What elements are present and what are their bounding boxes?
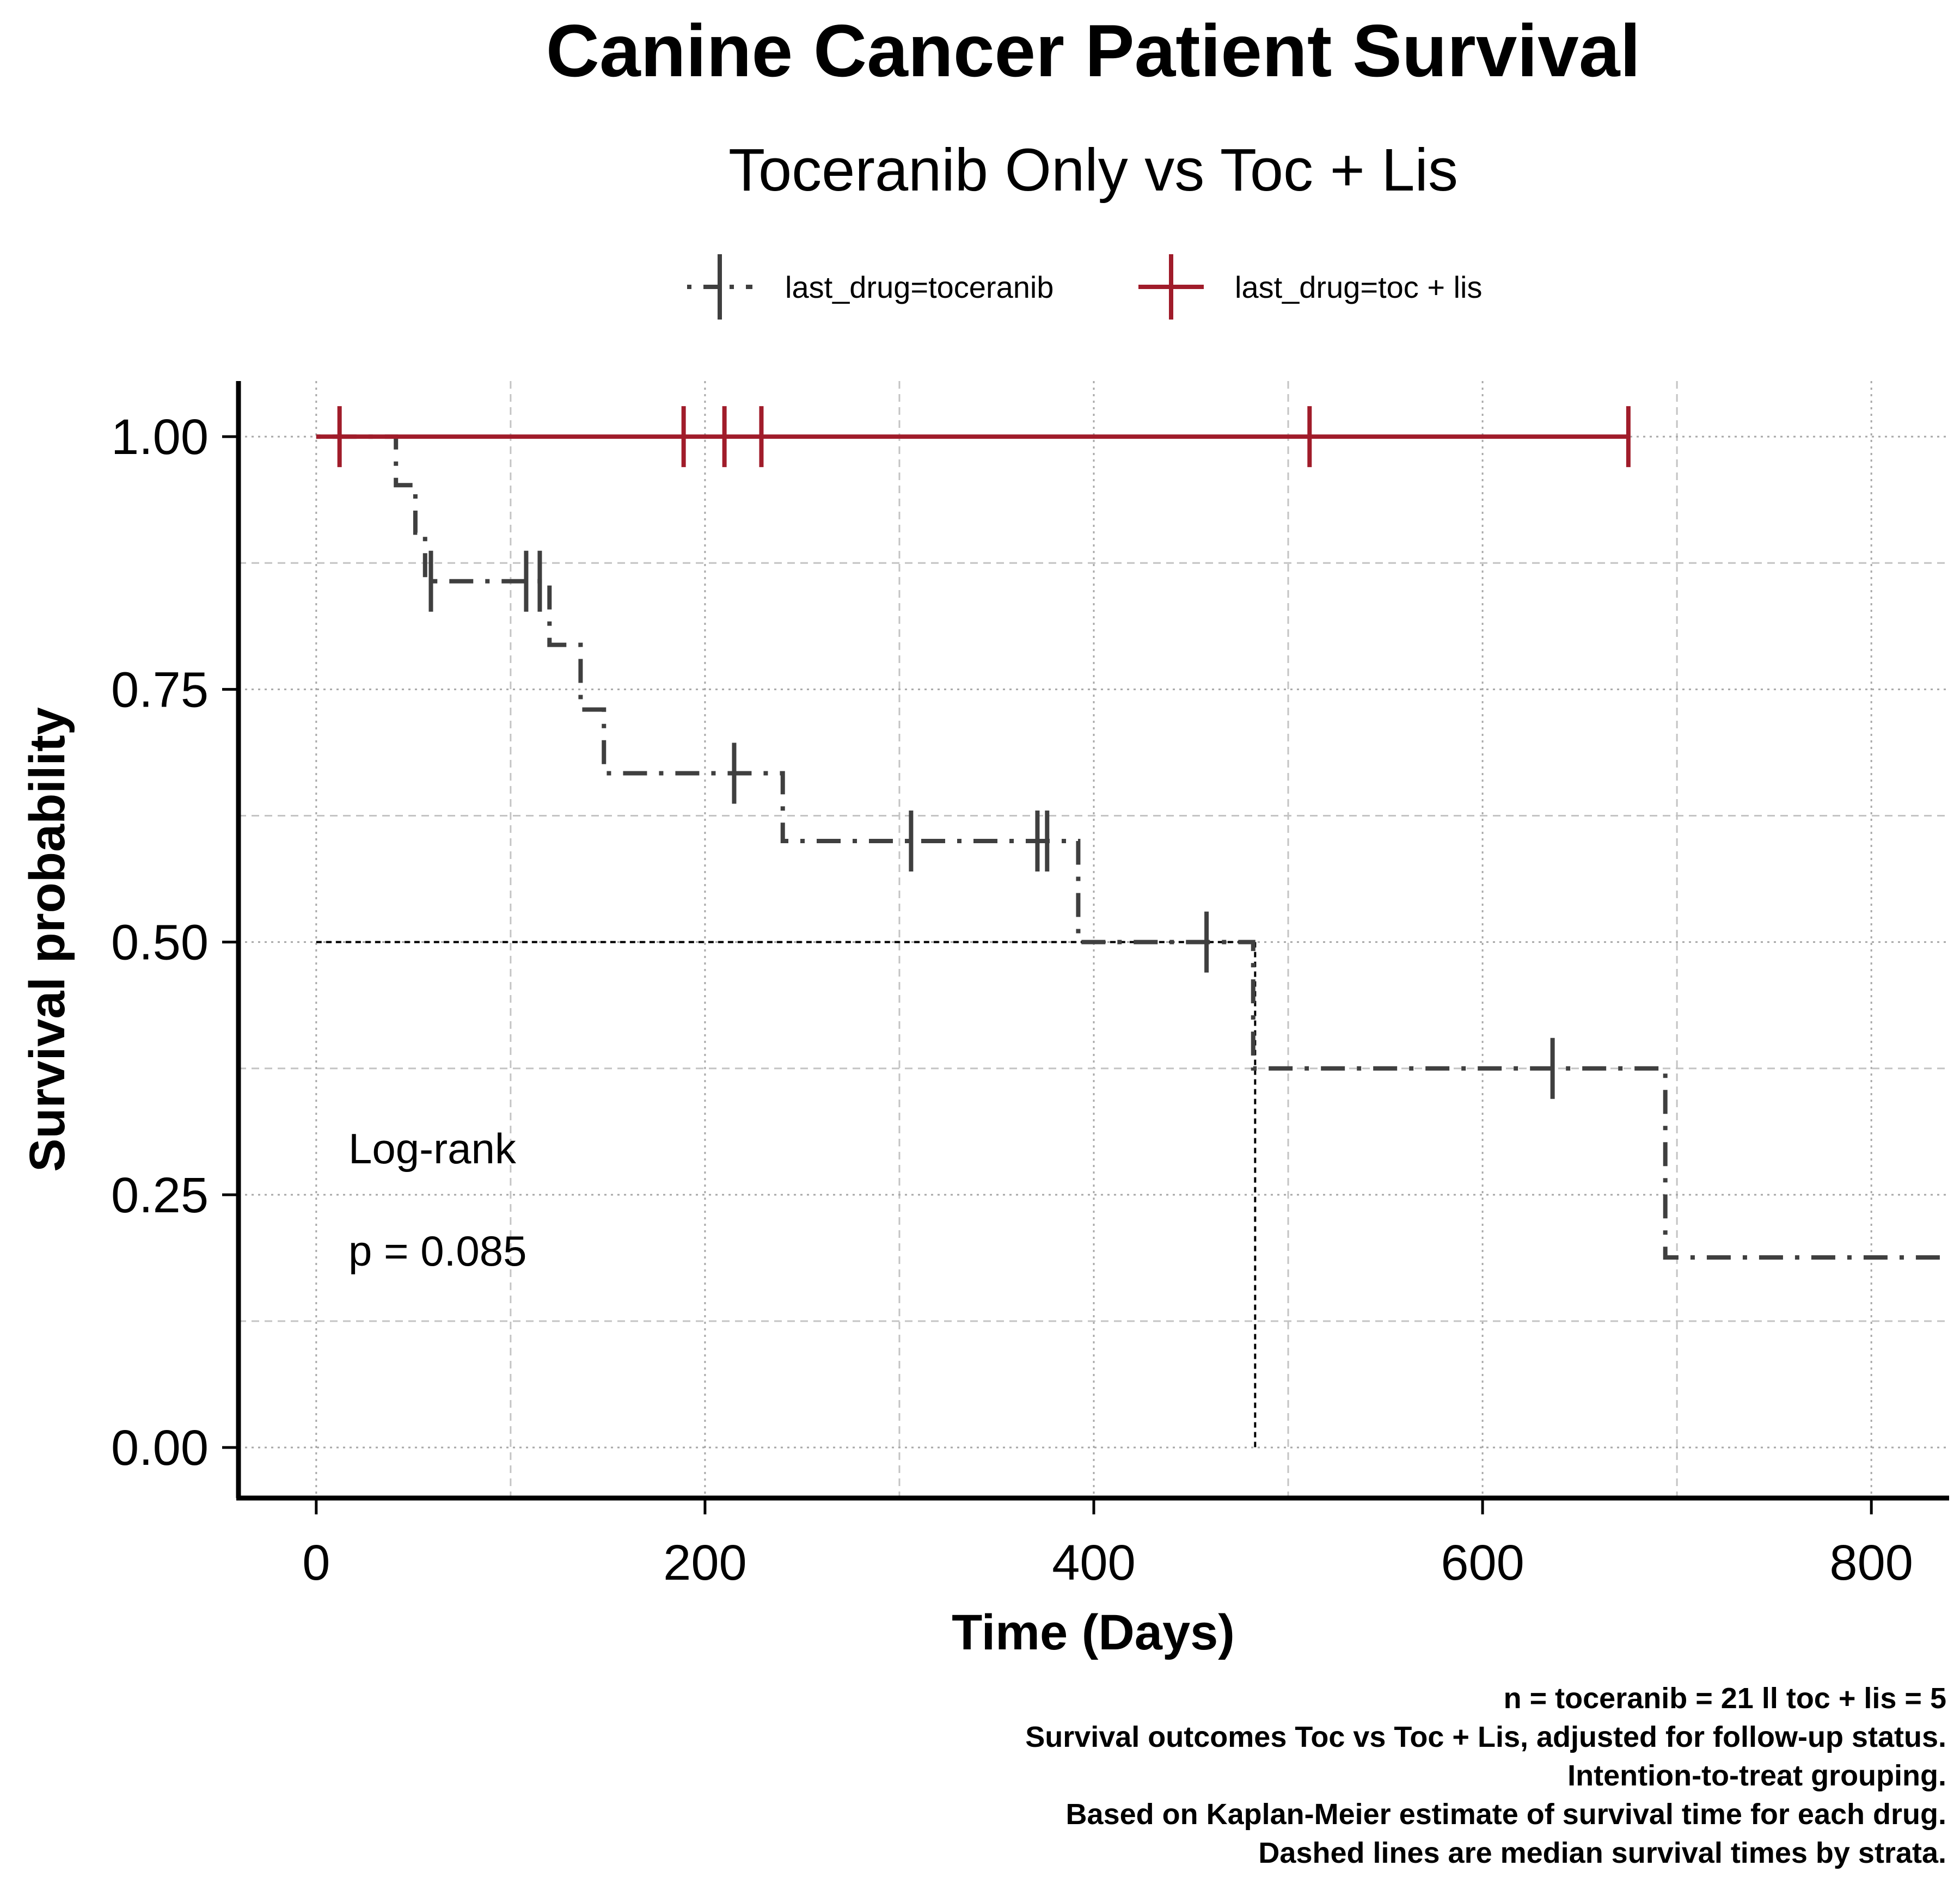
y-tick-label: 0.50 — [111, 915, 209, 971]
x-tick-label: 400 — [1052, 1535, 1136, 1591]
caption-line-1: n = toceranib = 21 ll toc + lis = 5 — [1504, 1682, 1946, 1715]
legend-item-toc-lis: last_drug=toc + lis — [1138, 254, 1482, 320]
axes — [236, 381, 1949, 1501]
caption: n = toceranib = 21 ll toc + lis = 5 Surv… — [1025, 1682, 1946, 1869]
y-tick-label: 0.25 — [111, 1168, 209, 1223]
x-tick-label: 800 — [1829, 1535, 1913, 1591]
caption-line-2: Survival outcomes Toc vs Toc + Lis, adju… — [1025, 1721, 1946, 1753]
legend-label-toc-lis: last_drug=toc + lis — [1235, 270, 1482, 304]
censor-marks — [337, 406, 1631, 1099]
series-curves — [316, 434, 1949, 1260]
y-tick-label: 0.00 — [111, 1420, 209, 1476]
x-ticks: 0 200 400 600 800 — [302, 1500, 1913, 1591]
y-tick-label: 1.00 — [111, 409, 209, 465]
grid — [238, 381, 1949, 1498]
y-axis-title: Survival probability — [20, 707, 75, 1172]
y-ticks: 0.00 0.25 0.50 0.75 1.00 — [111, 409, 236, 1476]
legend: last_drug=toceranib last_drug=toc + lis — [687, 254, 1482, 320]
x-tick-label: 0 — [302, 1535, 330, 1591]
p-value-label: p = 0.085 — [348, 1227, 526, 1275]
y-tick-label: 0.75 — [111, 662, 209, 717]
caption-line-4: Based on Kaplan-Meier estimate of surviv… — [1066, 1798, 1946, 1831]
caption-line-5: Dashed lines are median survival times b… — [1258, 1837, 1946, 1869]
chart-subtitle: Toceranib Only vs Toc + Lis — [728, 137, 1458, 204]
legend-label-toceranib: last_drug=toceranib — [785, 270, 1054, 304]
caption-line-3: Intention-to-treat grouping. — [1567, 1759, 1946, 1792]
x-tick-label: 200 — [663, 1535, 747, 1591]
survival-curve-toceranib — [316, 434, 1949, 1260]
x-axis-title: Time (Days) — [952, 1605, 1235, 1660]
legend-item-toceranib: last_drug=toceranib — [687, 254, 1054, 320]
logrank-label: Log-rank — [348, 1125, 517, 1173]
x-tick-label: 600 — [1441, 1535, 1524, 1591]
chart-title: Canine Cancer Patient Survival — [546, 9, 1641, 92]
